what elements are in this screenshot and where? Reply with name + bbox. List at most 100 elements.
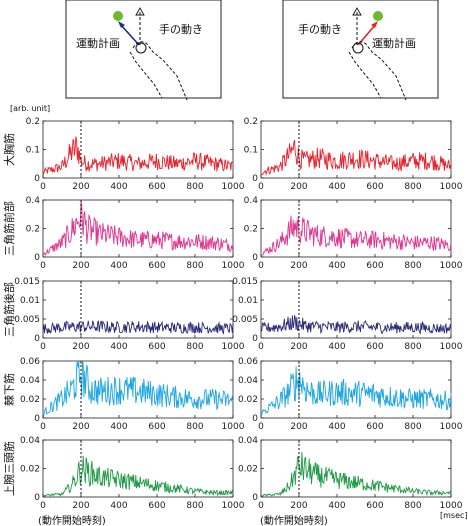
x-tick-label: 200	[72, 501, 89, 511]
plan-label-left: 運動計画	[76, 36, 120, 50]
y-tick-label: 0	[252, 334, 258, 344]
y-tick-label: 0	[252, 414, 258, 424]
x-tick-label: 800	[404, 422, 421, 432]
x-tick-label: 600	[366, 501, 383, 511]
footer-left: (動作開始時刻)	[38, 514, 106, 526]
x-tick-label: 400	[110, 501, 127, 511]
x-tick-label: 200	[290, 501, 307, 511]
y-tick-label: 0.01	[20, 296, 40, 306]
x-tick-label: 200	[72, 261, 89, 271]
y-tick-label: 0	[34, 334, 40, 344]
axes-box	[260, 360, 452, 419]
x-tick-label: 600	[148, 182, 165, 192]
y-tick-label: 0.1	[26, 146, 40, 156]
y-tick-label: 0	[34, 414, 40, 424]
x-tick-label: 800	[404, 182, 421, 192]
x-tick-label: 800	[186, 501, 203, 511]
x-tick-label: 400	[110, 342, 127, 352]
muscle-label: 三角筋後部	[2, 282, 16, 337]
diagram-left-frame	[65, 0, 222, 99]
hand-arrowhead-right	[371, 21, 378, 28]
x-tick-label: 600	[148, 342, 165, 352]
x-tick-label: 0	[258, 261, 264, 271]
x-tick-label: 800	[186, 422, 203, 432]
emg-trace	[42, 136, 234, 175]
x-tick-label: 400	[110, 182, 127, 192]
x-tick-label: 1000	[440, 182, 463, 192]
x-tick-label: 400	[328, 182, 345, 192]
x-tick-label: 800	[404, 501, 421, 511]
x-tick-label: 800	[186, 342, 203, 352]
x-tick-label: 400	[110, 422, 127, 432]
x-tick-label: 400	[328, 261, 345, 271]
y-tick-label: 0	[252, 493, 258, 503]
emg-trace	[43, 199, 234, 257]
panel-right: 0 0.02 0.04 0 200 400 600 800 1000	[238, 436, 463, 511]
axes-box	[42, 439, 234, 498]
y-tick-label: 0	[252, 174, 258, 184]
emg-trace	[42, 360, 234, 418]
axes-box	[42, 120, 234, 179]
x-tick-label: 1000	[222, 182, 245, 192]
axes-box	[42, 360, 234, 419]
x-tick-label: 800	[404, 342, 421, 352]
x-tick-label: 400	[328, 501, 345, 511]
hand-arrowhead-left	[135, 7, 145, 16]
hand-label-right: 手の動き	[298, 22, 342, 36]
x-tick-label: 0	[258, 342, 264, 352]
emg-trace	[260, 215, 452, 257]
x-tick-label: 800	[186, 261, 203, 271]
x-tick-label: 400	[328, 422, 345, 432]
y-tick-label: 0.02	[20, 395, 40, 405]
y-tick-label: 0	[252, 253, 258, 263]
x-tick-label: 1000	[222, 261, 245, 271]
target-dot-left	[113, 11, 123, 21]
x-tick-label: 1000	[222, 422, 245, 432]
chart-row-1: 大胸筋 0 0.1 0.2 0 200 400 600 800 1000 0 0.1 0.2 0 200 40…	[2, 117, 463, 192]
emg-trace	[260, 315, 452, 335]
x-tick-label: 400	[328, 342, 345, 352]
emg-trace	[260, 366, 452, 416]
x-tick-label: 200	[72, 182, 89, 192]
y-tick-label: 0	[34, 493, 40, 503]
arm-outline-right	[348, 41, 407, 101]
emg-trace	[42, 455, 234, 498]
x-tick-label: 200	[290, 182, 307, 192]
y-tick-label: 0.4	[26, 196, 41, 206]
emg-trace	[260, 140, 452, 176]
chart-row-5: 上腕三頭筋 0 0.02 0.04 0 200 400 600 800 1000 0 0.02 0.04…	[2, 436, 463, 511]
diagram-right: 手の動き 運動計画	[282, 0, 439, 101]
panel-left: 0 0.1 0.2 0 200 400 600 800 1000	[26, 117, 245, 192]
x-tick-label: 1000	[440, 501, 463, 511]
y-tick-label: 0.1	[244, 146, 258, 156]
y-tick-label: 0.005	[14, 315, 40, 325]
muscle-label: 棘下筋	[2, 373, 16, 406]
x-tick-label: 0	[40, 342, 46, 352]
chart-row-2: 三角筋前部 0 0.2 0.4 0 200 400 600 800 1000 0 0.2 0.4 0 200…	[2, 196, 463, 271]
muscle-label: 大胸筋	[2, 133, 16, 166]
plan-label-right: 運動計画	[372, 36, 416, 50]
y-tick-label: 0.2	[26, 117, 40, 127]
x-tick-label: 400	[110, 261, 127, 271]
x-tick-label: 600	[148, 501, 165, 511]
panel-right: 0 0.1 0.2 0 200 400 600 800 1000	[244, 117, 463, 192]
y-tick-label: 0.2	[244, 225, 258, 235]
muscle-label: 上腕三頭筋	[2, 441, 16, 496]
x-tick-label: 0	[258, 501, 264, 511]
x-tick-label: 800	[186, 182, 203, 192]
y-tick-label: 0	[34, 174, 40, 184]
x-tick-label: 0	[258, 422, 264, 432]
y-tick-label: 0.04	[20, 376, 40, 386]
y-tick-label: 0.06	[20, 357, 40, 367]
x-tick-label: 200	[290, 342, 307, 352]
chart-row-3: 三角筋後部 0 0.005 0.01 0.015 0 200 400 600 800 1000 0 0.…	[2, 277, 463, 352]
y-tick-label: 0.04	[20, 436, 40, 446]
x-tick-label: 200	[72, 422, 89, 432]
x-tick-label: 200	[290, 261, 307, 271]
x-tick-label: 0	[40, 422, 46, 432]
x-tick-label: 600	[148, 422, 165, 432]
y-tick-label: 0.04	[238, 376, 258, 386]
x-tick-label: 0	[258, 182, 264, 192]
x-tick-label: 0	[40, 182, 46, 192]
